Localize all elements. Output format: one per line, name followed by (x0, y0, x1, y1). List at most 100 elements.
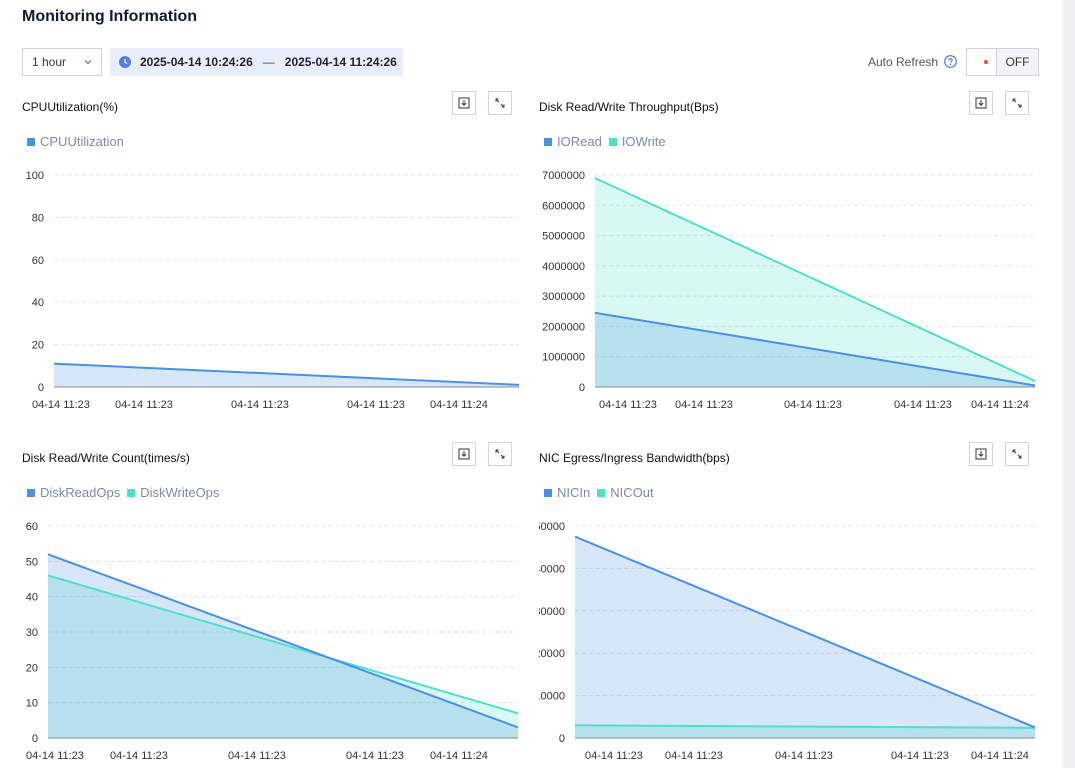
legend-item[interactable]: IORead (544, 134, 602, 149)
legend-label: DiskWriteOps (140, 485, 220, 500)
help-icon[interactable] (944, 55, 957, 68)
time-range-start: 2025-04-14 10:24:26 (140, 55, 253, 69)
x-tick-label: 04-14 11:23 (775, 750, 833, 762)
panel-title: Disk Read/Write Throughput(Bps) (539, 100, 719, 114)
expand-icon (495, 98, 505, 108)
nic-bandwidth-chart: 0 10000 20000 30000 40000 50000 04-14 11:23 04-… (539, 521, 1036, 762)
expand-icon (1012, 449, 1022, 459)
y-tick-label: 0 (559, 733, 565, 745)
y-tick-label: 80 (32, 212, 44, 224)
x-tick-label: 04-14 11:23 (891, 750, 949, 762)
cpu-utilization-chart: 0 20 40 60 80 100 04-14 11:23 04-14 11:23 04-14 … (26, 170, 520, 411)
y-tick-label: 5000000 (542, 231, 585, 243)
x-tick-label: 04-14 11:24 (971, 399, 1029, 411)
y-tick-label: 40000 (539, 563, 565, 575)
y-tick-label: 20000 (539, 648, 565, 660)
panel-title: CPUUtilization(%) (22, 100, 119, 114)
disk-throughput-chart: 0 1000000 2000000 3000000 4000000 5000000 6000… (542, 170, 1036, 411)
disk-count-chart: 0 10 20 30 40 50 60 04-14 11:23 04-14 11:23 04-14… (26, 521, 519, 762)
expand-button[interactable] (1005, 91, 1029, 115)
legend-item[interactable]: DiskWriteOps (127, 485, 219, 500)
y-tick-label: 0 (32, 733, 38, 745)
series-line[interactable] (574, 535, 1036, 729)
page-title: Monitoring Information (22, 8, 198, 25)
y-tick-label: 50000 (539, 521, 565, 533)
x-tick-label: 04-14 11:23 (346, 750, 404, 762)
download-button[interactable] (452, 91, 476, 115)
x-tick-label: 04-14 11:23 (894, 399, 952, 411)
series-line[interactable] (47, 574, 519, 715)
expand-icon (1012, 98, 1022, 108)
panel-title: NIC Egress/Ingress Bandwidth(bps) (539, 451, 730, 465)
y-tick-label: 6000000 (542, 200, 585, 212)
chevron-down-icon (84, 60, 92, 65)
series-line[interactable] (574, 724, 1036, 729)
x-tick-label: 04-14 11:23 (231, 399, 289, 411)
panel-title: Disk Read/Write Count(times/s) (22, 451, 190, 465)
y-tick-label: 10 (26, 698, 38, 710)
series-line[interactable] (594, 311, 1036, 387)
legend-label: DiskReadOps (40, 485, 121, 500)
x-tick-label: 04-14 11:24 (971, 750, 1029, 762)
chart-legend: CPUUtilization (27, 134, 131, 149)
series-area (48, 575, 518, 738)
x-tick-label: 04-14 11:23 (26, 750, 84, 762)
toggle-knob[interactable] (967, 49, 997, 75)
download-button[interactable] (969, 442, 993, 466)
x-tick-label: 04-14 11:23 (347, 399, 405, 411)
y-tick-label: 2000000 (542, 321, 585, 333)
y-tick-label: 1000000 (542, 352, 585, 364)
toggle-state: OFF (997, 49, 1038, 75)
x-tick-label: 04-14 11:23 (228, 750, 286, 762)
legend-label: CPUUtilization (40, 134, 124, 149)
time-range-value: 1 hour (32, 55, 67, 69)
x-tick-label: 04-14 11:23 (784, 399, 842, 411)
legend-label: IORead (557, 134, 602, 149)
x-tick-label: 04-14 11:23 (599, 399, 657, 411)
y-tick-label: 40 (32, 297, 44, 309)
expand-button[interactable] (488, 442, 512, 466)
download-button[interactable] (452, 442, 476, 466)
auto-refresh-toggle[interactable]: OFF (966, 48, 1039, 76)
auto-refresh-label: Auto Refresh (868, 55, 939, 69)
legend-label: NICOut (610, 485, 654, 500)
vertical-scrollbar[interactable] (1063, 0, 1075, 768)
expand-button[interactable] (488, 91, 512, 115)
legend-item[interactable]: DiskReadOps (27, 485, 120, 500)
legend-swatch (27, 137, 35, 146)
expand-icon (495, 449, 505, 459)
chart-legend: IORead IOWrite (544, 134, 673, 149)
y-tick-label: 10000 (539, 691, 565, 703)
legend-item[interactable]: NICIn (544, 485, 590, 500)
disk-count-panel: Disk Read/Write Count(times/s) DiskReadO… (22, 442, 532, 768)
legend-item[interactable]: CPUUtilization (27, 134, 124, 149)
time-range-select[interactable]: 1 hour (22, 48, 102, 76)
x-tick-label: 04-14 11:23 (32, 399, 90, 411)
download-icon (975, 448, 987, 460)
series-line[interactable] (47, 553, 519, 729)
x-tick-label: 04-14 11:24 (430, 399, 488, 411)
series-line[interactable] (53, 362, 520, 386)
download-icon (458, 97, 470, 109)
expand-button[interactable] (1005, 442, 1029, 466)
legend-swatch (597, 488, 606, 497)
chart-legend: DiskReadOps DiskWriteOps (27, 485, 226, 500)
y-tick-label: 3000000 (542, 291, 585, 303)
legend-swatch (27, 488, 35, 497)
y-tick-label: 40 (26, 592, 38, 604)
x-tick-label: 04-14 11:23 (665, 750, 723, 762)
chart-legend: NICIn NICOut (544, 485, 661, 500)
time-range-separator: — (262, 55, 275, 69)
download-button[interactable] (969, 91, 993, 115)
series-line[interactable] (594, 177, 1036, 382)
y-tick-label: 20 (26, 662, 38, 674)
time-range-picker[interactable]: 2025-04-14 10:24:26 — 2025-04-14 11:24:2… (110, 48, 403, 76)
series-area (595, 178, 1035, 387)
time-range-end: 2025-04-14 11:24:26 (284, 55, 397, 69)
y-tick-label: 30000 (539, 606, 565, 618)
legend-item[interactable]: IOWrite (608, 134, 666, 149)
x-tick-label: 04-14 11:23 (585, 750, 643, 762)
y-tick-label: 20 (32, 340, 44, 352)
download-icon (458, 448, 470, 460)
legend-item[interactable]: NICOut (597, 485, 654, 500)
